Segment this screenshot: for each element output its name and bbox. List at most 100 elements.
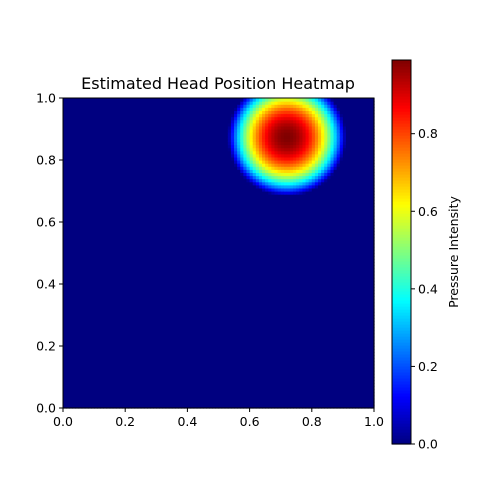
heatmap-cell [206, 296, 210, 301]
heatmap-cell [187, 352, 192, 356]
heatmap-cell [112, 274, 117, 279]
heatmap-cell [187, 370, 192, 375]
heatmap-cell [168, 197, 173, 201]
heatmap-cell [66, 333, 70, 338]
heatmap-cell [202, 191, 207, 195]
heatmap-cell [90, 392, 95, 397]
heatmap-cell [193, 355, 198, 359]
heatmap-cell [69, 122, 73, 127]
heatmap-cell [168, 349, 173, 353]
heatmap-cell [184, 228, 188, 232]
heatmap-cell [171, 349, 176, 353]
heatmap-cell [190, 110, 195, 115]
heatmap-cell [118, 358, 123, 363]
heatmap-cell [72, 175, 77, 180]
heatmap-cell [94, 370, 98, 375]
heatmap-cell [66, 404, 70, 409]
heatmap-cell [184, 116, 188, 121]
heatmap-cell [66, 203, 70, 208]
heatmap-cell [174, 246, 179, 251]
heatmap-cell [199, 262, 204, 266]
heatmap-cell [122, 138, 126, 142]
heatmap-cell [137, 135, 142, 139]
heatmap-cell [215, 172, 220, 177]
heatmap-cell [171, 389, 176, 394]
heatmap-cell [165, 290, 170, 294]
heatmap-cell [137, 107, 142, 111]
heatmap-cell [137, 246, 142, 251]
heatmap-cell [162, 218, 167, 223]
heatmap-cell [115, 274, 120, 279]
heatmap-cell [162, 150, 167, 155]
heatmap-cell [146, 404, 151, 409]
heatmap-cell [128, 364, 133, 369]
heatmap-cell [190, 228, 195, 232]
heatmap-cell [206, 101, 210, 105]
heatmap-cell [109, 274, 114, 279]
heatmap-cell [87, 135, 92, 139]
heatmap-cell [109, 194, 114, 198]
heatmap-cell [202, 330, 207, 335]
heatmap-cell [97, 364, 101, 369]
heatmap-cell [134, 355, 139, 359]
heatmap-cell [199, 132, 204, 136]
heatmap-cell [106, 141, 111, 146]
heatmap-cell [109, 104, 114, 108]
heatmap-cell [106, 299, 111, 304]
heatmap-cell [171, 175, 176, 180]
heatmap-cell [146, 262, 151, 266]
heatmap-cell [150, 367, 154, 372]
heatmap-cell [168, 404, 173, 409]
heatmap-cell [115, 389, 120, 394]
heatmap-cell [81, 358, 86, 363]
heatmap-cell [153, 349, 157, 353]
heatmap-cell [150, 249, 154, 254]
heatmap-cell [181, 243, 185, 248]
heatmap-cell [128, 330, 133, 335]
heatmap-cell [78, 364, 83, 369]
heatmap-cell [162, 156, 167, 161]
heatmap-cell [162, 256, 167, 260]
heatmap-cell [178, 197, 182, 201]
heatmap-cell [66, 163, 70, 167]
heatmap-cell [209, 358, 213, 363]
heatmap-cell [87, 147, 92, 152]
heatmap-cell [168, 311, 173, 316]
heatmap-cell [137, 274, 142, 279]
heatmap-cell [212, 339, 216, 344]
heatmap-cell [209, 318, 213, 322]
heatmap-cell [199, 231, 204, 235]
heatmap-cell [150, 98, 154, 102]
heatmap-cell [202, 311, 207, 316]
heatmap-cell [156, 175, 161, 180]
heatmap-cell [81, 392, 86, 397]
heatmap-cell [196, 330, 201, 335]
heatmap-cell [94, 256, 98, 260]
heatmap-cell [181, 160, 185, 164]
heatmap-cell [212, 160, 216, 164]
heatmap-cell [131, 305, 136, 310]
heatmap-cell [171, 352, 176, 356]
heatmap-cell [143, 175, 148, 180]
heatmap-cell [63, 135, 67, 139]
heatmap-cell [115, 135, 120, 139]
heatmap-cell [162, 234, 167, 239]
heatmap-cell [72, 383, 77, 387]
heatmap-cell [178, 262, 182, 266]
heatmap-cell [63, 200, 67, 204]
heatmap-cell [143, 228, 148, 232]
heatmap-cell [90, 308, 95, 313]
heatmap-cell [140, 284, 145, 288]
heatmap-cell [115, 380, 120, 384]
heatmap-cell [109, 349, 114, 353]
heatmap-cell [122, 262, 126, 266]
heatmap-cell [168, 318, 173, 322]
heatmap-cell [162, 361, 167, 366]
heatmap-cell [115, 101, 120, 105]
heatmap-cell [174, 404, 179, 409]
heatmap-cell [106, 361, 111, 366]
heatmap-cell [150, 187, 154, 192]
heatmap-cell [196, 166, 201, 170]
heatmap-cell [125, 330, 129, 335]
heatmap-cell [143, 191, 148, 195]
